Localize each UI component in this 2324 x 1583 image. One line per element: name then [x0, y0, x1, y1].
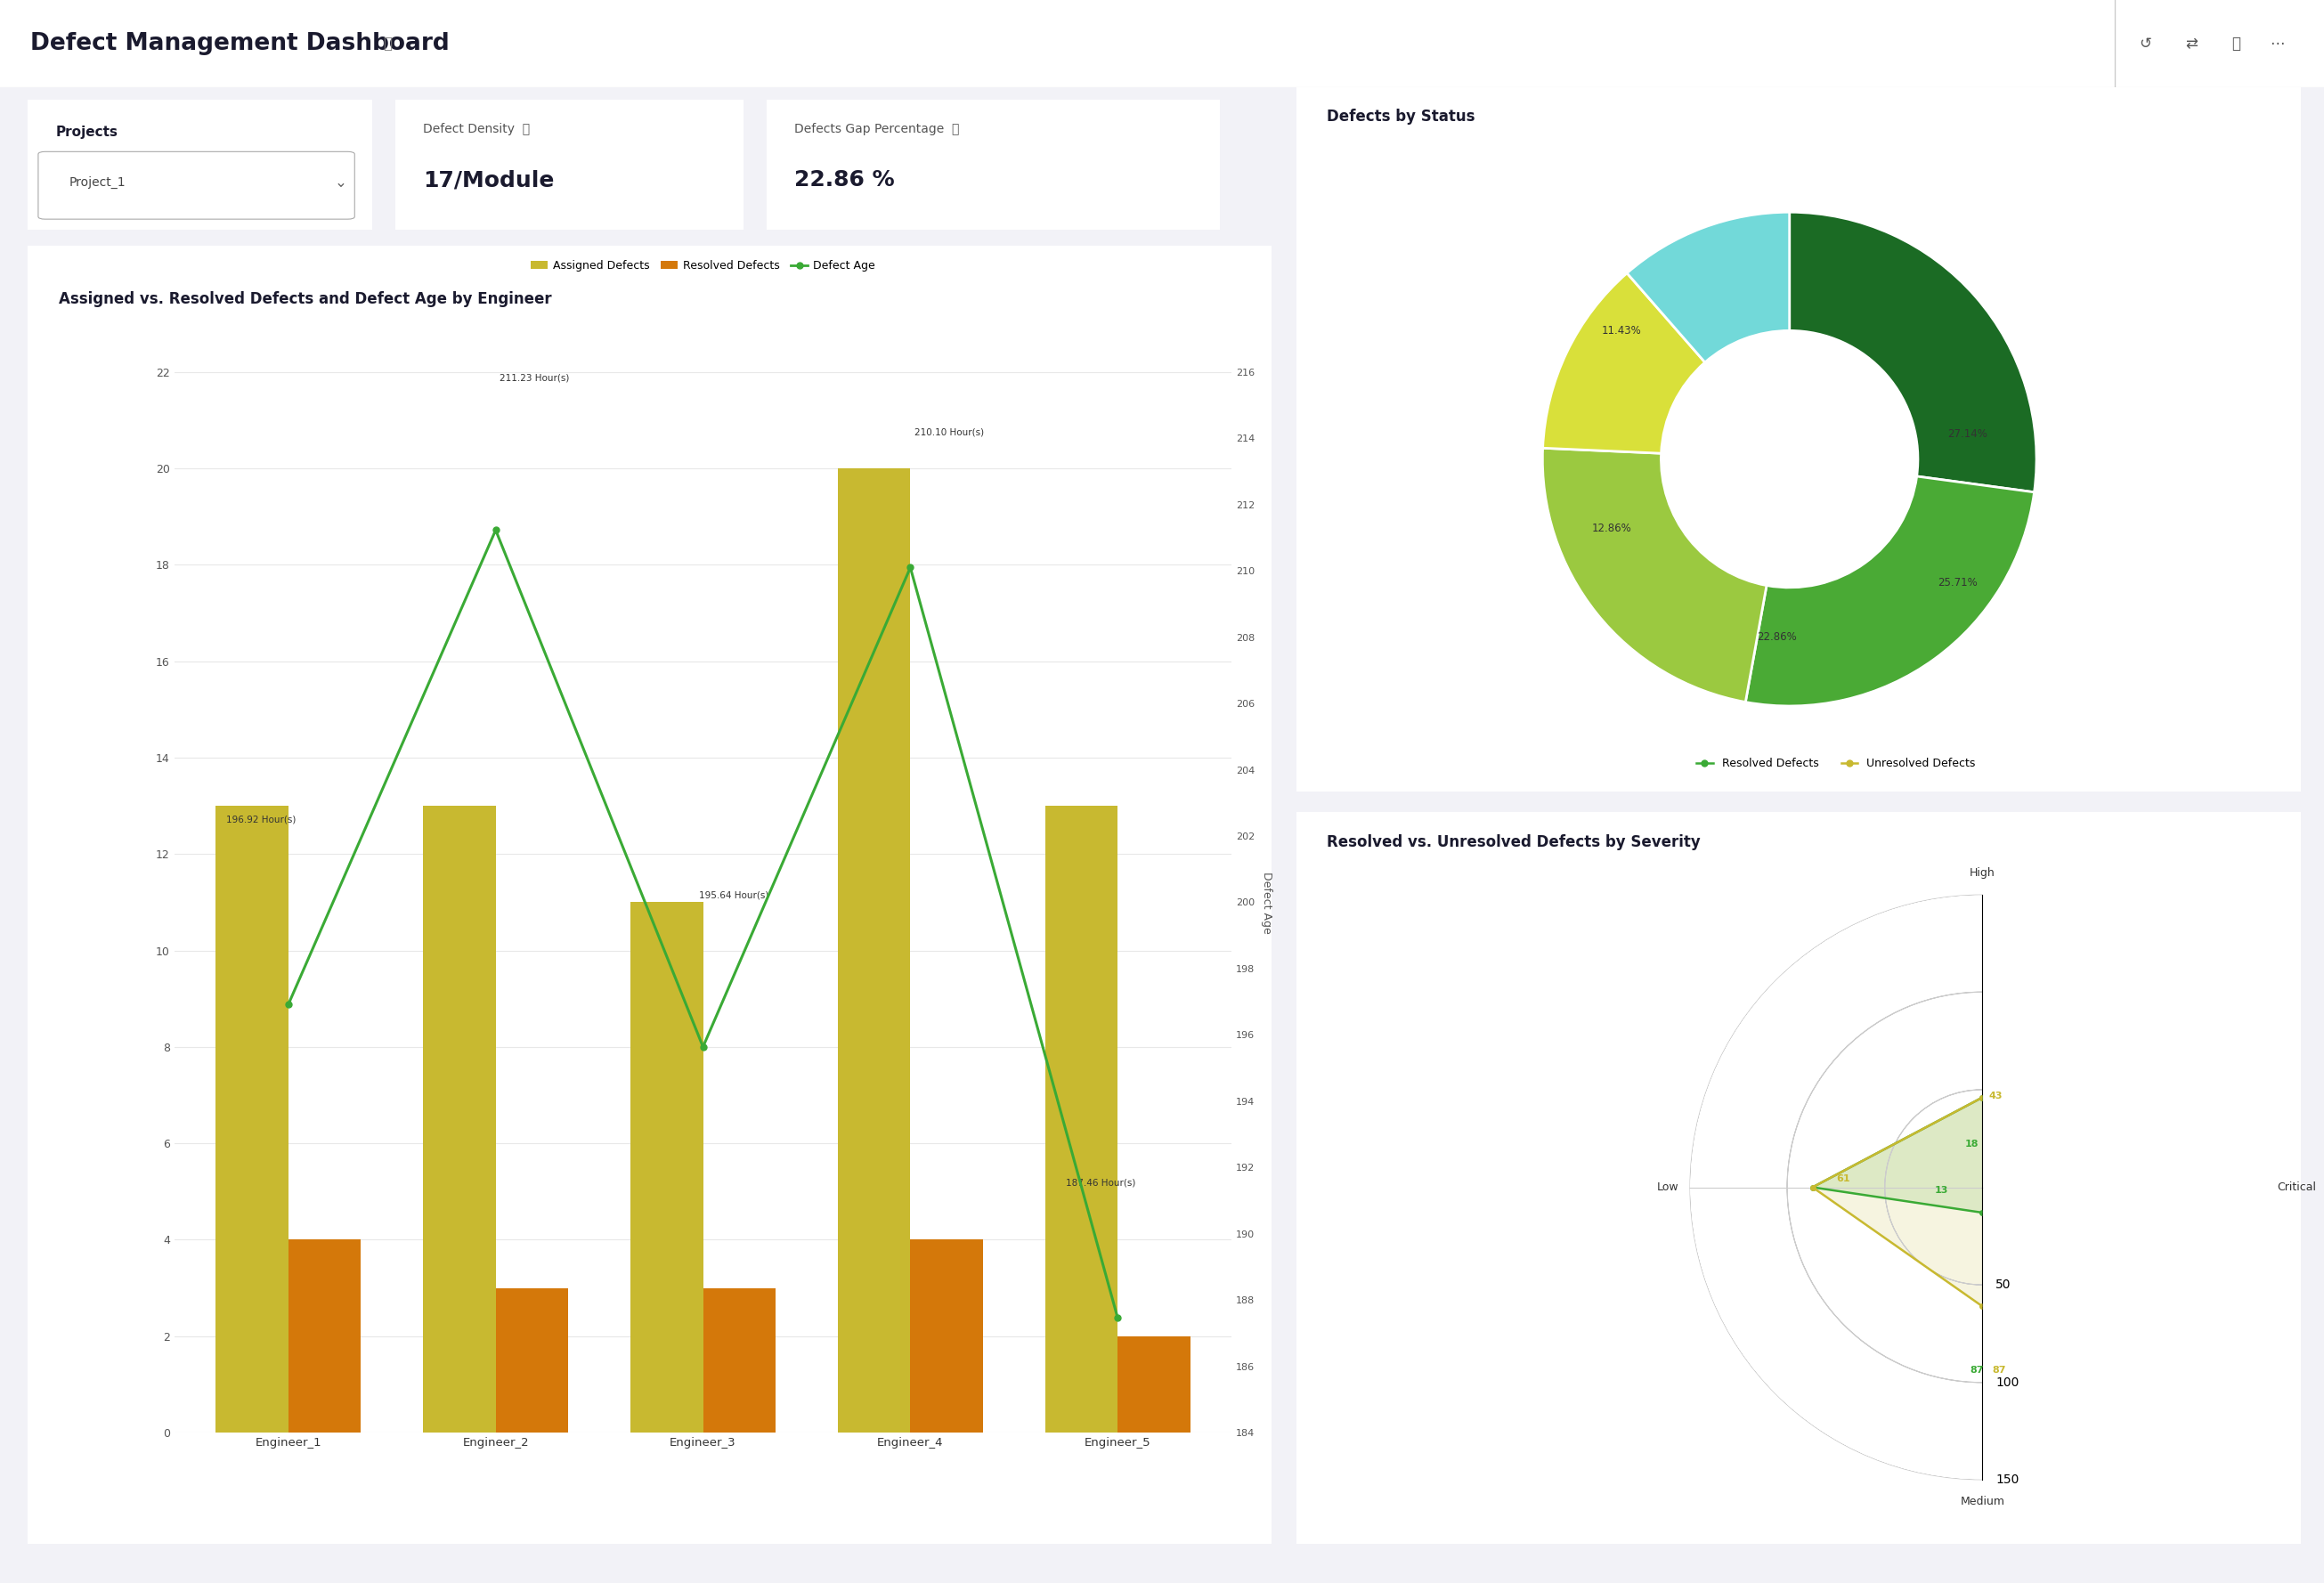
- Text: Defect Management Dashboard: Defect Management Dashboard: [30, 32, 449, 55]
- Text: 87: 87: [1971, 1366, 1985, 1376]
- Bar: [288, 1239, 360, 1433]
- Bar: [1118, 1336, 1190, 1433]
- Text: 17/Module: 17/Module: [423, 169, 553, 192]
- Text: 27.14%: 27.14%: [1948, 429, 1987, 440]
- Legend: Resolved Defects, Unresolved Defects: Resolved Defects, Unresolved Defects: [1692, 754, 1980, 774]
- Text: 25.71%: 25.71%: [1938, 576, 1978, 589]
- Text: 87: 87: [1992, 1366, 2006, 1376]
- Bar: [216, 806, 288, 1433]
- Bar: [423, 806, 495, 1433]
- Text: 22.86%: 22.86%: [1757, 632, 1796, 643]
- Bar: [704, 1289, 776, 1433]
- Text: ⋯: ⋯: [2271, 35, 2284, 52]
- Polygon shape: [1813, 1097, 2066, 1306]
- Text: Project_1: Project_1: [70, 176, 125, 188]
- Bar: [911, 1239, 983, 1433]
- Wedge shape: [1745, 476, 2034, 706]
- Text: Assigned vs. Resolved Defects and Defect Age by Engineer: Assigned vs. Resolved Defects and Defect…: [58, 291, 551, 307]
- Text: 12.86%: 12.86%: [1592, 522, 1631, 533]
- Wedge shape: [1627, 212, 1789, 363]
- Text: Resolved vs. Unresolved Defects by Severity: Resolved vs. Unresolved Defects by Sever…: [1327, 834, 1701, 850]
- Text: 13: 13: [1936, 1186, 1948, 1195]
- Text: Projects: Projects: [56, 125, 119, 139]
- Text: 210.10 Hour(s): 210.10 Hour(s): [916, 427, 983, 437]
- Text: Defects by Status: Defects by Status: [1327, 108, 1476, 123]
- Text: 61: 61: [1836, 1175, 1850, 1183]
- Wedge shape: [1543, 448, 1766, 703]
- Text: 18: 18: [1966, 1140, 1980, 1149]
- Text: Defects Gap Percentage  ⓘ: Defects Gap Percentage ⓘ: [795, 123, 960, 136]
- Text: 22.86 %: 22.86 %: [795, 169, 895, 192]
- Legend: Assigned Defects, Resolved Defects, Defect Age: Assigned Defects, Resolved Defects, Defe…: [525, 255, 881, 275]
- Text: 43: 43: [1989, 1091, 2003, 1100]
- Text: 195.64 Hour(s): 195.64 Hour(s): [700, 891, 769, 899]
- Text: ⌄: ⌄: [335, 174, 346, 190]
- Polygon shape: [1813, 1097, 2017, 1213]
- Text: ↺: ↺: [2138, 35, 2152, 52]
- Text: ⇄: ⇄: [2185, 35, 2199, 52]
- FancyBboxPatch shape: [37, 152, 356, 218]
- Text: 11.43%: 11.43%: [1601, 325, 1641, 337]
- Wedge shape: [1543, 274, 1706, 453]
- Text: 211.23 Hour(s): 211.23 Hour(s): [500, 374, 569, 383]
- Text: Defect Density  ⓘ: Defect Density ⓘ: [423, 123, 530, 136]
- Text: 196.92 Hour(s): 196.92 Hour(s): [225, 815, 295, 823]
- Text: ⛶: ⛶: [2231, 35, 2240, 52]
- Text: 187.46 Hour(s): 187.46 Hour(s): [1067, 1178, 1136, 1187]
- Y-axis label: Defect Age: Defect Age: [1260, 871, 1271, 934]
- Bar: [1046, 806, 1118, 1433]
- Text: ⓘ: ⓘ: [383, 35, 393, 52]
- Bar: [495, 1289, 569, 1433]
- Wedge shape: [1789, 212, 2036, 492]
- Bar: [630, 902, 704, 1433]
- Bar: [837, 469, 911, 1433]
